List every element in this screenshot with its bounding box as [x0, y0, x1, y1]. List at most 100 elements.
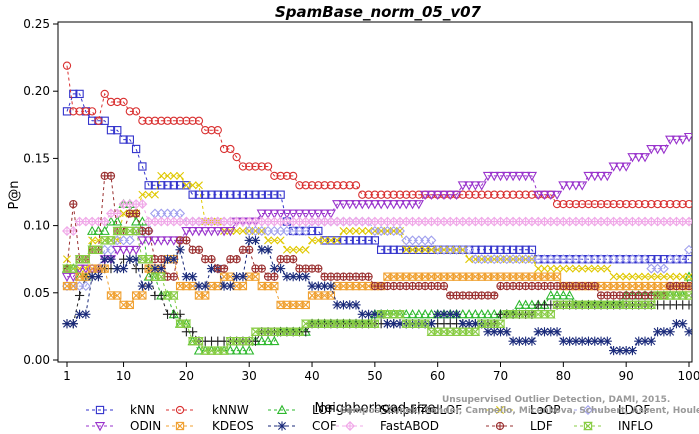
data-point [106, 236, 116, 245]
data-point [119, 97, 128, 107]
data-point [300, 209, 311, 219]
data-point [672, 272, 681, 281]
data-point [168, 236, 179, 246]
data-point [301, 181, 310, 190]
data-point [546, 264, 555, 273]
data-point [213, 126, 222, 135]
data-point [263, 245, 273, 255]
data-point [238, 226, 247, 235]
data-point [358, 236, 367, 245]
data-point [597, 264, 606, 273]
data-point [244, 345, 255, 355]
data-point [584, 199, 593, 209]
data-point [163, 116, 172, 125]
data-point [263, 162, 273, 171]
data-point [124, 235, 135, 246]
data-point [388, 200, 399, 210]
legend-item-knn: kNN [86, 403, 155, 417]
data-point [590, 199, 599, 209]
data-point [80, 255, 91, 264]
data-point [671, 319, 682, 329]
series-line [67, 136, 690, 278]
data-point [666, 199, 675, 209]
legend-label: ODIN [130, 419, 161, 433]
data-point [413, 319, 424, 328]
data-point [464, 190, 474, 199]
data-point [269, 209, 280, 219]
data-point [175, 116, 185, 125]
data-point [125, 107, 134, 116]
data-point [288, 327, 299, 336]
series-fastabod [62, 199, 692, 236]
data-point [157, 116, 166, 125]
y-tick-label: 0.15 [23, 151, 50, 165]
data-point [125, 300, 134, 310]
data-point [62, 264, 72, 273]
data-point [263, 190, 273, 199]
data-point [194, 181, 203, 190]
data-point [339, 181, 348, 190]
data-point [658, 263, 669, 274]
data-point [169, 171, 178, 180]
data-point [143, 236, 154, 246]
data-point [445, 327, 456, 336]
data-point [187, 227, 198, 237]
data-point [471, 190, 480, 199]
data-point [427, 245, 436, 254]
data-point [276, 264, 286, 274]
data-point [207, 126, 216, 135]
data-point [432, 190, 443, 201]
data-point [339, 236, 348, 245]
data-point [338, 200, 349, 210]
data-point [314, 181, 323, 190]
data-point [112, 245, 123, 256]
data-point [665, 291, 676, 300]
data-point [659, 199, 669, 209]
data-point [408, 245, 417, 254]
data-point [402, 245, 411, 254]
data-point [502, 327, 512, 337]
series-layer [61, 61, 692, 356]
data-point [685, 272, 692, 281]
data-point [376, 245, 386, 254]
data-point [86, 225, 98, 235]
data-point [313, 319, 324, 328]
data-point [188, 281, 197, 291]
data-point [125, 135, 134, 144]
data-point [646, 336, 656, 346]
data-point [508, 190, 518, 199]
legend-marker [583, 405, 593, 415]
data-point [301, 245, 310, 254]
data-point [232, 255, 241, 264]
data-point [282, 171, 292, 181]
data-point [589, 300, 600, 310]
data-point [652, 291, 663, 300]
data-point [521, 190, 530, 199]
data-point [438, 190, 450, 201]
data-point [351, 319, 361, 328]
data-point [634, 272, 643, 281]
data-point [677, 254, 688, 265]
data-point [350, 200, 362, 210]
data-point [571, 199, 581, 209]
data-point [376, 200, 387, 210]
data-point [382, 200, 393, 210]
data-point [276, 190, 285, 199]
data-point [539, 190, 550, 201]
data-point [383, 245, 392, 254]
legend-label: SimplifiedLOF [380, 403, 462, 417]
data-point [118, 226, 129, 236]
legend-marker [94, 422, 106, 432]
data-point [495, 319, 506, 328]
legend-label: LoOP [530, 403, 561, 417]
data-point [558, 181, 569, 191]
data-point [200, 281, 210, 291]
data-point [325, 209, 337, 219]
data-point [413, 308, 424, 319]
data-point [401, 200, 412, 210]
data-point [647, 272, 656, 281]
data-point [621, 345, 631, 356]
legend-label: kNNW [212, 403, 249, 417]
data-point [219, 144, 229, 154]
series-ldf [62, 171, 692, 300]
